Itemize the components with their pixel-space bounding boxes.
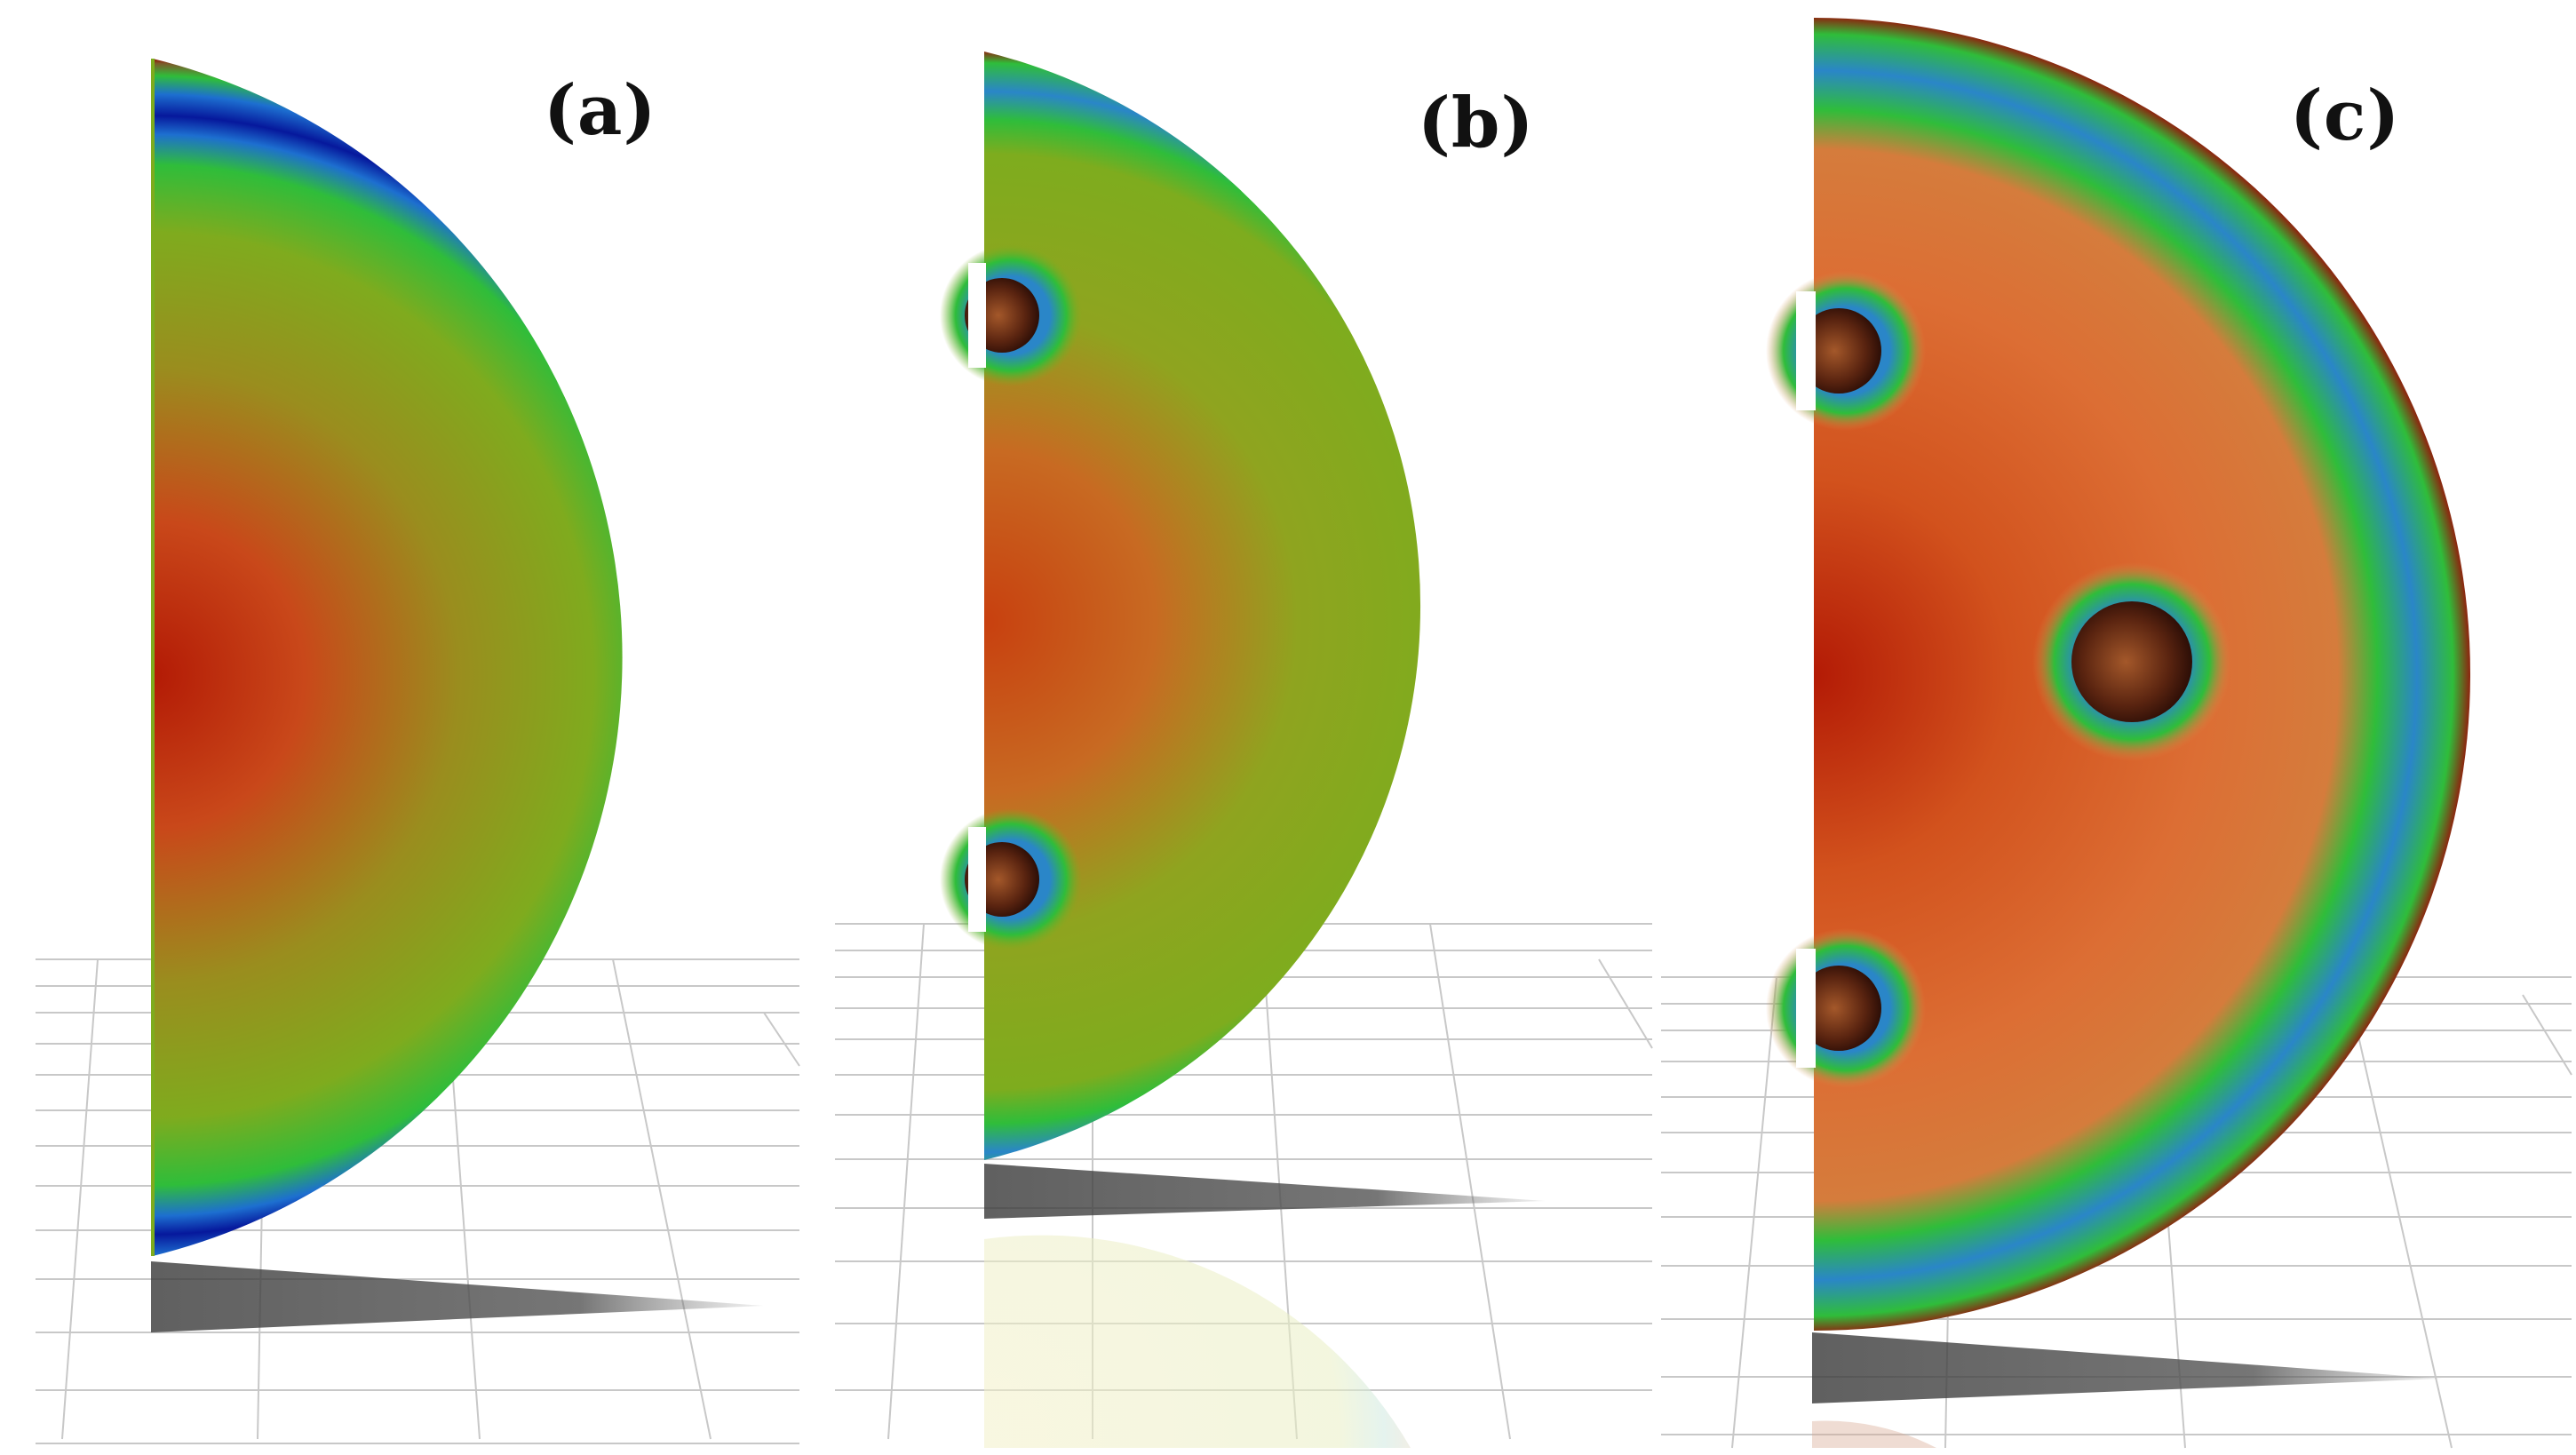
panel-label-a: (a): [544, 70, 657, 151]
shadow-c: [1812, 1332, 2443, 1403]
panel-a-cross-section: [151, 59, 623, 1256]
hole: [2071, 601, 2192, 722]
hole: [1796, 966, 1881, 1051]
reflection-c: [1812, 1420, 1936, 1448]
panel-label-c: (c): [2290, 76, 2401, 156]
shadow-a: [151, 1261, 764, 1332]
panel-c-cross-section: [1766, 18, 2470, 1331]
reflection-b: [984, 1235, 1411, 1448]
shadow-b: [984, 1164, 1546, 1219]
hole: [1796, 308, 1881, 394]
panel-label-b: (b): [1418, 83, 1535, 163]
panel-b-cross-section: [940, 52, 1421, 1160]
